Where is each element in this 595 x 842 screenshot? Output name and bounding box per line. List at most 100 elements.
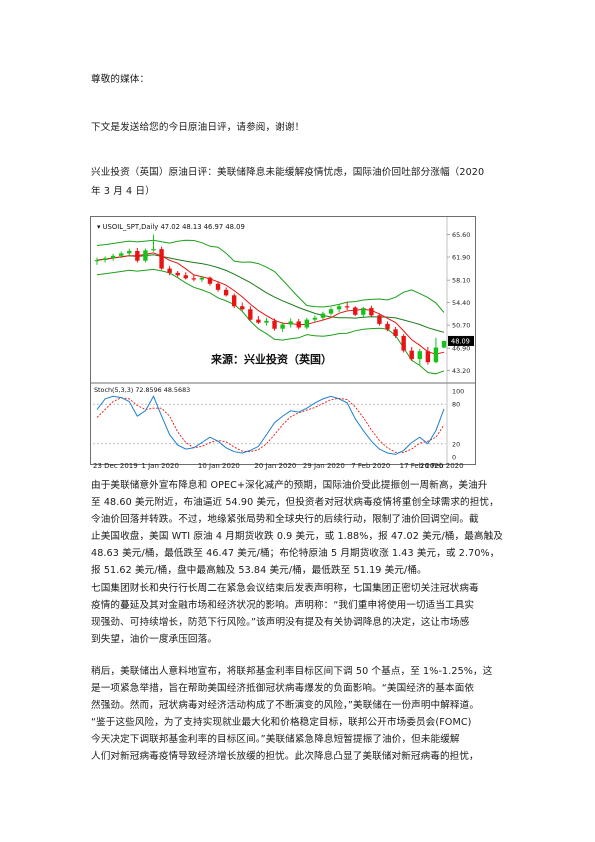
candle-body [312, 317, 318, 320]
candle-body [183, 275, 188, 279]
price-tick-label: 43.20 [452, 367, 470, 375]
paragraph-line: 至 48.60 美元附近，布油逼近 54.90 美元，但投资者对冠状病毒疫情将重… [91, 497, 499, 508]
price-tick-label: 54.40 [452, 299, 470, 307]
candle-body [175, 272, 180, 276]
candle-body [441, 340, 447, 348]
x-tick-label: 10 Jan 2020 [197, 462, 240, 470]
candle-body [119, 253, 124, 256]
candle-body [231, 295, 237, 307]
paragraph-line: 报 51.62 美元/桶，盘中最高触及 53.84 美元/桶，最低跌至 51.1… [91, 565, 427, 576]
candle-body [248, 309, 253, 320]
candle-body [199, 277, 205, 280]
price-tick-label: 46.90 [452, 345, 470, 353]
candle-body [240, 306, 245, 310]
candle-body [320, 313, 326, 318]
paragraph-line: 令油价回落并转跌。不过，地缘紧张局势和全球央行的后续行动，限制了油价回调空间。截 [91, 514, 479, 525]
x-tick-label: 26 Feb 2020 [420, 462, 464, 470]
candle-body [94, 260, 100, 262]
candle-body [393, 329, 398, 337]
article-title: 兴业投资（英国）原油日评：美联储降息未能缓解疫情忧虑，国际油价回吐部分涨幅（20… [91, 163, 504, 201]
last-price-box [448, 335, 474, 346]
candle-body [143, 250, 148, 261]
candle-body [401, 336, 406, 351]
candle-body [272, 320, 277, 329]
paragraph-line: 人们对新冠病毒疫情导致经济增长放缓的担忧。此次降息凸显了美联储对新冠病毒的担忧， [91, 751, 479, 762]
paragraph-line: 48.63 美元/桶，最低跌至 46.47 美元/桶；布伦特原油 5 月期货收涨… [91, 548, 500, 559]
candle-body [110, 255, 116, 259]
paragraph-2: 七国集团财长和央行行长周二在紧急会议结束后发表声明称，七国集团正密切关注冠状病毒… [91, 580, 504, 648]
source-watermark: 来源：兴业投资（英国） [210, 352, 332, 366]
candle-body [417, 351, 422, 360]
moving-average-fast-line [96, 252, 445, 355]
x-tick-label: 20 Jan 2020 [254, 462, 297, 470]
x-tick-label: 7 Feb 2020 [351, 462, 391, 470]
x-axis-labels: 23 Dec 2019 1 Jan 2020 10 Jan 2020 20 Jan 2… [90, 462, 476, 474]
article-title-line: 年 3 月 4 日） [91, 186, 155, 197]
candle-body [288, 321, 293, 325]
x-tick-label: 23 Dec 2019 [93, 462, 138, 470]
stoch-d-line [96, 397, 445, 453]
x-tick-label: 17 Feb 2020 [399, 462, 444, 470]
candle-body [433, 347, 439, 363]
price-tick-label: 58.10 [452, 277, 470, 285]
paragraph-line: 疫情的蔓延及其对金融市场和经济状况的影响。声明称：“我们重申将使用一切适当工具实 [91, 600, 475, 611]
candle-body [377, 315, 382, 324]
paragraph-1: 由于美联储意外宣布降息和 OPEC+深化减产的预期，国际油价受此提振创一周新高，… [91, 477, 504, 579]
article-title-line: 兴业投资（英国）原油日评：美联储降息未能缓解疫情忧虑，国际油价回吐部分涨幅（20… [91, 167, 485, 178]
candle-body [344, 306, 350, 308]
intro: 下文是发送给您的今日原油日评，请参阅，谢谢！ [91, 119, 504, 136]
paragraph-line: 稍后，美联储出人意料地宣布，将联邦基金利率目标区间下调 50 个基点，至 1%-… [91, 666, 493, 677]
stoch-level-label: 80 [452, 401, 460, 409]
candle-body [135, 250, 140, 261]
paragraph-line: 然强劲。然而，冠状病毒对经济活动构成了不断演变的风险，”美联储在一份声明中解释道… [91, 700, 480, 711]
candle-body [409, 350, 414, 360]
bollinger-upper-line [96, 239, 445, 313]
candle-body [256, 319, 261, 323]
candle-body [264, 320, 269, 323]
candle-body [102, 258, 108, 261]
paragraph-line: 到失望，油价一度承压回落。 [91, 634, 218, 645]
stoch-level-label: 0 [452, 454, 456, 462]
stoch-label: Stoch(5,3,3) 72.8596 48.5683 [94, 386, 190, 394]
paragraph-line: 今天决定下调联邦基金利率的目标区间。”美联储紧急降息短暂提振了油价，但未能缓解 [91, 734, 460, 745]
candle-body [296, 321, 301, 328]
greeting: 尊敬的媒体： [91, 71, 504, 88]
paragraph-line: 由于美联储意外宣布降息和 OPEC+深化减产的预期，国际油价受此提振创一周新高，… [91, 480, 488, 491]
paragraph-line: 七国集团财长和央行行长周二在紧急会议结束后发表声明称，七国集团正密切关注冠状病毒 [91, 583, 479, 594]
paragraph-line: 现强劲、可持续增长，防范下行风险。”该声明没有提及有关协调降息的决定，这让市场感 [91, 617, 470, 628]
candle-body [361, 308, 366, 315]
candle-body [167, 268, 172, 273]
candle-body [127, 250, 132, 254]
last-price-label: 48.09 [451, 337, 470, 345]
candle-body [385, 323, 390, 330]
paragraph-line: 止美国收盘，美国 WTI 原油 4 月期货收跌 0.9 美元，或 1.88%，报… [91, 531, 503, 542]
stoch-level-label: 100 [452, 388, 464, 396]
paragraph-line: “鉴于这些风险，为了支持实现就业最大化和价格稳定目标，联邦公开市场委员会(FOM… [91, 717, 472, 728]
stoch-level-label: 20 [452, 440, 460, 448]
paragraph-line: 是一项紧急举措，旨在帮助美国经济抵御冠状病毒爆发的负面影响。“美国经济的基本面依 [91, 683, 475, 694]
candle-body [328, 309, 334, 314]
intro-text: 下文是发送给您的今日原油日评，请参阅，谢谢！ [91, 122, 305, 133]
price-tick-label: 50.70 [452, 322, 470, 330]
candle-body [207, 277, 213, 284]
candle-body [151, 249, 156, 251]
stoch-k-line [96, 395, 445, 455]
candle-body [280, 324, 285, 329]
paragraph-3: 稍后，美联储出人意料地宣布，将联邦基金利率目标区间下调 50 个基点，至 1%-… [91, 663, 504, 765]
chart-symbol-label: ▾ USOIL_SPT,Daily 47.02 48.13 46.97 48.0… [97, 223, 245, 231]
candle-body [159, 249, 164, 269]
candle-body [425, 351, 431, 363]
candle-body [223, 289, 229, 296]
chart-svg: ▾ USOIL_SPT,Daily 47.02 48.13 46.97 48.0… [91, 217, 475, 464]
oil-price-chart: ▾ USOIL_SPT,Daily 47.02 48.13 46.97 48.0… [90, 216, 476, 465]
greeting-text: 尊敬的媒体： [91, 74, 150, 85]
candle-body [191, 278, 197, 280]
x-tick-label: 29 Jan 2020 [302, 462, 345, 470]
candle-body [353, 307, 358, 315]
candle-body [336, 306, 342, 310]
price-tick-label: 65.60 [452, 231, 470, 239]
candle-body [369, 308, 374, 316]
candle-body [304, 319, 310, 328]
price-tick-label: 61.90 [452, 254, 470, 262]
